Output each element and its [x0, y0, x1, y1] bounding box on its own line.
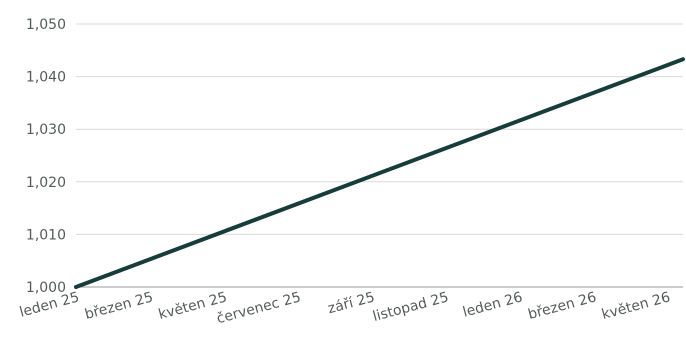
y-tick-label: 1,020	[26, 175, 66, 191]
x-tick-label: červenec 25	[215, 289, 303, 327]
series-layer	[74, 57, 685, 289]
y-tick-label: 1,030	[26, 122, 66, 138]
x-tick-label: březen 25	[83, 289, 155, 323]
y-tick-label: 1,010	[26, 227, 66, 243]
y-tick-label: 1,050	[26, 17, 66, 33]
gridlines	[76, 23, 683, 288]
x-tick-label: březen 26	[526, 289, 598, 323]
x-tick-label: leden 26	[461, 289, 524, 320]
x-tick-label: září 25	[326, 289, 376, 317]
x-tick-label: listopad 25	[371, 289, 450, 325]
x-tick-label: květen 26	[600, 289, 672, 323]
y-tick-label: 1,040	[26, 70, 66, 86]
y-tick-label: 1,000	[26, 280, 66, 296]
series-line	[74, 57, 685, 289]
y-axis-ticks: 1,000 1,010 1,020 1,030 1,040 1,050	[26, 17, 66, 296]
